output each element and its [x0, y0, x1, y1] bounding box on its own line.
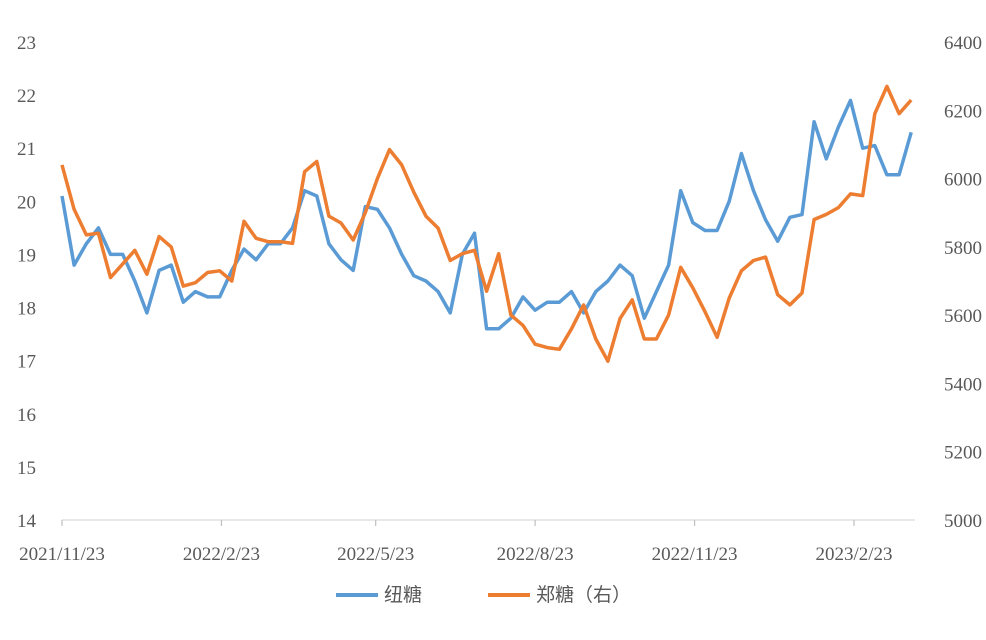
- legend: 纽糖 郑糖（右）: [336, 584, 631, 606]
- x-tick-label: 2021/11/23: [19, 544, 105, 565]
- y-tick-label: 14: [17, 511, 37, 532]
- x-tick-label: 2022/2/23: [183, 544, 260, 565]
- series-line-1: [60, 84, 913, 363]
- y-tick-label: 19: [17, 245, 36, 266]
- y2-tick-label: 5400: [944, 374, 982, 395]
- y-tick-label: 17: [17, 352, 36, 373]
- y-tick-label: 23: [17, 33, 36, 54]
- y-tick-label: 18: [17, 299, 36, 320]
- x-tick-label: 2023/2/23: [815, 544, 892, 565]
- x-axis-ticks: 2021/11/23 2022/2/23 2022/5/23 2022/8/23 202…: [19, 520, 893, 565]
- x-tick-label: 2022/11/23: [652, 544, 738, 565]
- left-axis-ticks: 14 15 16 17 18 19 20 21 22 23: [17, 33, 37, 532]
- y2-tick-label: 6400: [944, 33, 982, 54]
- y-tick-label: 16: [17, 405, 36, 426]
- y2-tick-label: 5000: [944, 511, 982, 532]
- x-tick-label: 2022/8/23: [497, 544, 574, 565]
- y2-tick-label: 6200: [944, 101, 982, 122]
- y-tick-label: 20: [17, 192, 36, 213]
- y2-tick-label: 6000: [944, 170, 982, 191]
- y2-tick-label: 5800: [944, 238, 982, 259]
- legend-label-series-1: 郑糖（右）: [536, 584, 631, 606]
- y-tick-label: 15: [17, 458, 36, 479]
- series-line-0: [60, 98, 913, 331]
- y-tick-label: 22: [17, 86, 36, 107]
- right-axis-ticks: 5000 5200 5400 5600 5800 6000 6200 6400: [944, 33, 982, 532]
- y2-tick-label: 5600: [944, 306, 982, 327]
- legend-label-series-0: 纽糖: [384, 584, 422, 606]
- series-lines: [60, 84, 913, 363]
- y2-tick-label: 5200: [944, 443, 982, 464]
- x-tick-label: 2022/5/23: [337, 544, 414, 565]
- y-tick-label: 21: [17, 139, 36, 160]
